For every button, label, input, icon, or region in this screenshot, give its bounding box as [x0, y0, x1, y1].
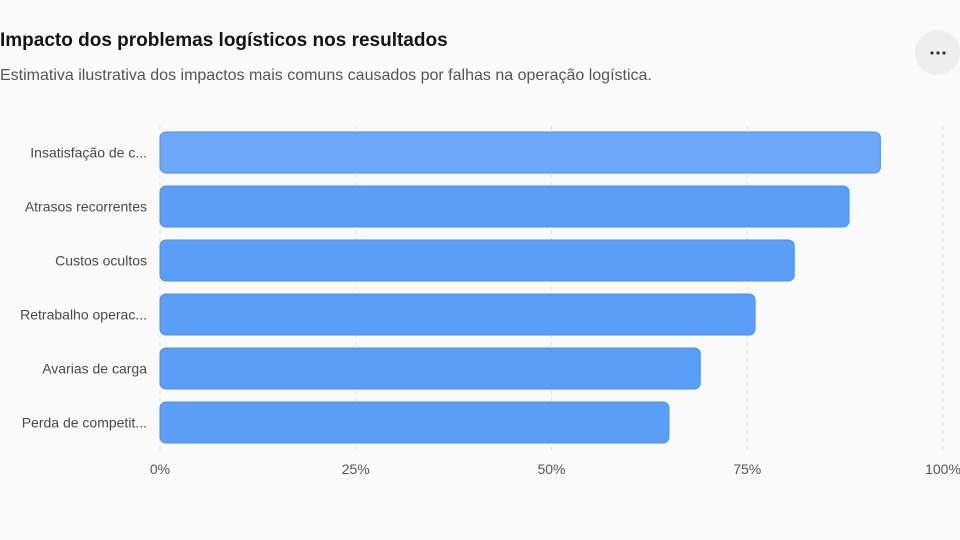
bar[interactable]: [159, 131, 881, 174]
x-tick-label: 50%: [537, 461, 565, 477]
bar[interactable]: [159, 401, 670, 444]
x-tick-label: 0%: [150, 461, 170, 477]
bar[interactable]: [159, 293, 756, 336]
y-category-label: Atrasos recorrentes: [25, 199, 147, 215]
y-category-label: Custos ocultos: [55, 253, 147, 269]
chart-title: Impacto dos problemas logísticos nos res…: [0, 30, 448, 51]
x-tick-label: 25%: [342, 461, 370, 477]
bar[interactable]: [159, 347, 701, 390]
bar[interactable]: [159, 185, 850, 228]
y-category-label: Retrabalho operac...: [20, 307, 147, 323]
more-horizontal-icon: [929, 50, 946, 55]
x-tick-label: 75%: [733, 461, 761, 477]
more-options-button[interactable]: [915, 30, 960, 75]
chart-subtitle: Estimativa ilustrativa dos impactos mais…: [0, 67, 652, 84]
bar[interactable]: [159, 239, 795, 282]
y-category-label: Perda de competit...: [22, 415, 147, 431]
y-category-label: Insatisfação de c...: [30, 145, 147, 161]
y-category-label: Avarias de carga: [42, 361, 147, 377]
x-tick-label: 100%: [925, 461, 960, 477]
